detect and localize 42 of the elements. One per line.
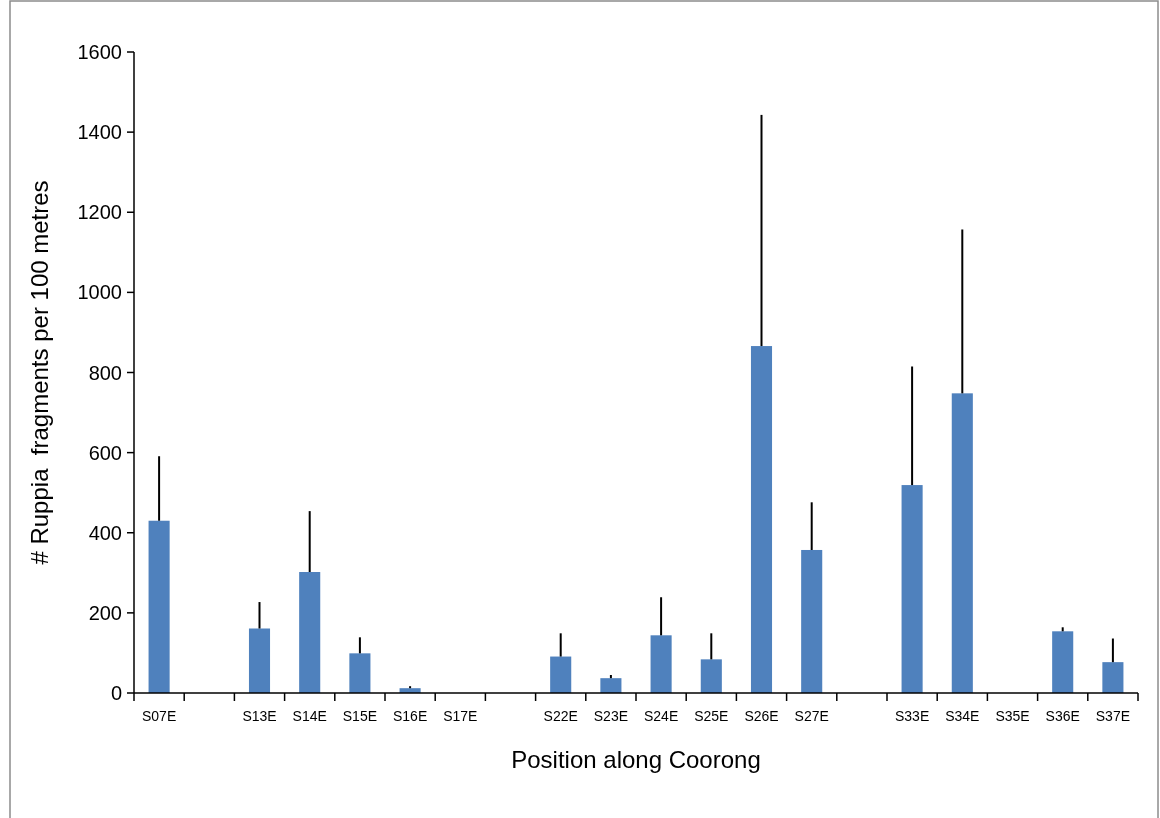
bar	[901, 485, 923, 693]
x-tick-label: S26E	[744, 708, 779, 724]
y-tick-label: 1600	[77, 41, 122, 63]
y-tick-label: 1200	[77, 201, 122, 224]
y-tick-label: 1000	[77, 281, 122, 304]
bar	[550, 656, 572, 693]
bar	[299, 572, 321, 693]
x-tick-label: S13E	[242, 708, 277, 724]
bar	[750, 346, 773, 693]
x-tick-label: S22E	[543, 708, 578, 724]
x-tick-label: S15E	[342, 708, 378, 724]
bar	[1052, 631, 1074, 693]
bar	[349, 653, 371, 693]
bar	[1102, 662, 1124, 693]
bar	[148, 520, 170, 693]
bar	[951, 393, 973, 693]
x-tick-label: S37E	[1095, 708, 1131, 724]
x-tick-label: S17E	[443, 708, 478, 724]
x-tick-label: S36E	[1045, 708, 1080, 724]
bar	[650, 635, 672, 693]
y-tick-label: 1400	[77, 121, 122, 144]
x-tick-label: S14E	[292, 708, 327, 724]
y-tick-label: 0	[110, 682, 122, 704]
x-tick-label: S35E	[995, 708, 1030, 724]
x-tick-label: S23E	[593, 708, 629, 724]
y-tick-label: 600	[88, 441, 122, 464]
bar	[600, 678, 622, 693]
x-tick-label: S24E	[643, 708, 679, 724]
bar	[801, 549, 823, 693]
y-tick-label: 800	[88, 361, 122, 384]
x-tick-label: S33E	[894, 708, 930, 724]
x-tick-label: S07E	[141, 708, 177, 724]
x-axis-title: Position along Coorong	[511, 746, 761, 773]
y-tick-label: 400	[88, 521, 122, 544]
bar	[700, 659, 722, 693]
x-tick-label: S27E	[794, 708, 829, 724]
y-tick-label: 200	[88, 601, 122, 624]
x-tick-label: S16E	[392, 708, 428, 724]
y-axis-title: # Ruppia fragments per 100 metres	[26, 180, 53, 565]
bar	[248, 628, 271, 693]
x-tick-label: S25E	[694, 708, 729, 724]
x-tick-label: S34E	[945, 708, 980, 724]
